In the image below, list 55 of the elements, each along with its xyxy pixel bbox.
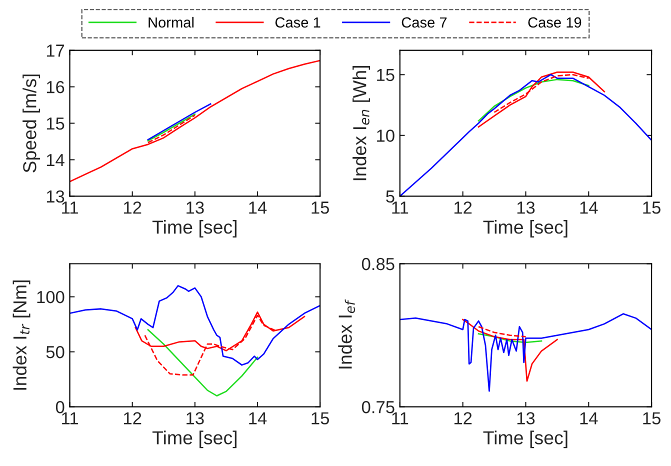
x-axis-title: Time [sec] (483, 220, 568, 238)
y-tick-label: 16 (46, 80, 64, 94)
x-axis-title: Time [sec] (152, 220, 236, 238)
x-tick-label: 12 (124, 202, 142, 214)
line-series (70, 60, 320, 182)
x-tick-label: 12 (454, 412, 472, 424)
x-tick-label: 13 (517, 412, 535, 424)
x-tick-label: 13 (517, 202, 535, 214)
x-axis-title: Time [sec] (483, 430, 568, 448)
line-series (462, 318, 558, 382)
x-tick-label: 15 (312, 412, 329, 424)
x-tick-label: 15 (643, 202, 660, 214)
x-tick-label: 11 (392, 202, 408, 214)
y-tick-label: 50 (46, 346, 64, 358)
y-tick-label: 0.75 (362, 400, 394, 414)
line-series (147, 103, 212, 140)
x-tick-label: 14 (249, 412, 267, 424)
y-axis-title: Speed [m/s] (22, 74, 40, 172)
line-series (478, 333, 542, 344)
y-tick-label: 10 (377, 130, 394, 142)
y-tick-label: 100 (37, 290, 64, 304)
y-tick-label: 5 (386, 190, 394, 203)
legend-label: Case 7 (402, 17, 447, 28)
x-tick-label: 14 (580, 412, 598, 424)
x-tick-label: 14 (580, 202, 598, 214)
x-axis-title: Time [sec] (152, 430, 236, 448)
x-tick-label: 14 (249, 202, 267, 214)
y-tick-label: 15 (377, 68, 394, 82)
line-series (400, 313, 652, 392)
x-tick-label: 13 (186, 202, 204, 214)
x-tick-label: 11 (62, 412, 78, 424)
x-tick-label: 13 (186, 412, 204, 424)
x-tick-label: 12 (124, 412, 142, 424)
line-series (478, 78, 590, 122)
x-tick-label: 12 (454, 202, 472, 214)
y-tick-label: 13 (46, 190, 64, 203)
y-axis-title: Index I$_{en}$ [Wh] (352, 66, 370, 180)
y-axis-title: Index I$_{ef}$ (338, 299, 355, 368)
x-tick-label: 11 (62, 202, 78, 214)
line-series (147, 329, 258, 397)
line-series (478, 326, 526, 338)
legend-label: Case 1 (275, 17, 320, 28)
y-tick-label: 0.85 (362, 258, 394, 270)
line-series (478, 72, 606, 128)
legend-label: Normal (148, 16, 194, 28)
y-axis-title: Index I$_{tr}$ [Nm] (12, 280, 30, 390)
x-tick-label: 15 (312, 202, 329, 214)
y-tick-label: 17 (46, 44, 64, 57)
y-tick-label: 14 (46, 154, 64, 166)
y-tick-label: 0 (56, 400, 64, 414)
x-tick-label: 11 (392, 412, 408, 424)
line-series (70, 285, 320, 366)
legend-label: Case 19 (528, 17, 582, 28)
y-tick-label: 15 (46, 118, 64, 130)
x-tick-label: 15 (643, 412, 660, 424)
